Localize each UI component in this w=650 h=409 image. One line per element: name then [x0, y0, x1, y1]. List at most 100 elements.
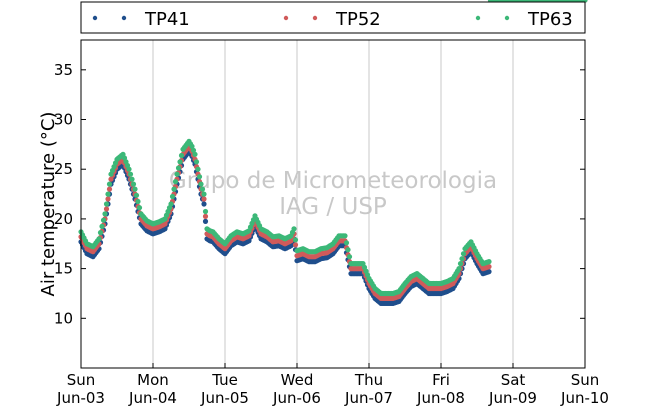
watermark-line-2: IAG / USP: [279, 194, 387, 220]
legend-marker: [283, 15, 289, 21]
data-point: [291, 226, 297, 232]
data-series: [78, 0, 588, 306]
data-point: [201, 196, 207, 202]
y-tick-label: 15: [54, 260, 73, 278]
data-point: [457, 261, 464, 267]
x-tick-label-date: Jun-03: [56, 389, 105, 407]
data-point: [292, 237, 299, 243]
data-point: [175, 165, 182, 171]
data-point: [196, 174, 203, 180]
data-point: [106, 181, 113, 187]
data-point: [202, 208, 209, 215]
x-tick-label-day: Sun: [571, 371, 600, 389]
data-point: [127, 171, 134, 177]
data-point: [292, 242, 299, 248]
x-tick-label-day: Fri: [432, 371, 450, 389]
series-TP41: [78, 0, 588, 306]
y-tick-label: 10: [54, 309, 73, 327]
data-point: [459, 256, 465, 262]
plot-frame: [80, 39, 586, 369]
data-point: [97, 230, 104, 236]
legend-label-TP52: TP52: [335, 9, 381, 30]
y-tick-label: 30: [54, 111, 73, 129]
legend-box: [80, 1, 586, 34]
data-point: [102, 211, 108, 217]
data-point: [105, 196, 111, 202]
x-tick-label-date: Jun-06: [272, 389, 321, 407]
data-point: [177, 159, 183, 165]
data-point: [178, 152, 185, 159]
data-point: [105, 191, 111, 197]
data-point: [190, 147, 197, 153]
data-point: [202, 213, 209, 219]
x-tick-label-day: Sun: [67, 371, 96, 389]
data-point: [103, 206, 110, 212]
y-tick-label: 20: [54, 210, 73, 228]
data-point: [136, 205, 143, 211]
x-tick-label-day: Sat: [501, 371, 526, 389]
data-point: [486, 259, 492, 265]
data-point: [201, 201, 207, 207]
y-tick-label: 25: [54, 160, 73, 178]
data-point: [126, 166, 132, 172]
x-tick-label-day: Mon: [137, 371, 169, 389]
watermark-line-1: Grupo de Micrometeorologia: [169, 168, 497, 194]
legend-marker: [92, 15, 98, 21]
x-tick-label-date: Jun-04: [128, 389, 177, 407]
data-point: [199, 186, 206, 192]
y-axis: 10 15 20 25 30 35: [54, 61, 585, 327]
data-point: [195, 166, 201, 172]
data-point: [106, 186, 113, 192]
data-point: [96, 236, 102, 242]
data-point: [456, 266, 462, 272]
data-point: [193, 159, 200, 165]
legend-marker: [312, 15, 318, 21]
data-point: [201, 191, 207, 197]
data-point: [133, 192, 140, 198]
data-point: [343, 240, 350, 246]
data-point: [198, 181, 204, 187]
x-tick-label-date: Jun-10: [560, 389, 609, 407]
data-point: [342, 233, 348, 239]
data-point: [171, 186, 177, 192]
data-point: [174, 171, 180, 177]
x-tick-label-day: Thu: [354, 371, 383, 389]
y-tick-label: 35: [54, 61, 73, 79]
data-point: [169, 193, 176, 200]
data-point: [168, 201, 174, 207]
legend-marker: [504, 15, 510, 21]
data-point: [130, 181, 137, 187]
data-point: [486, 264, 492, 270]
grid-lines: [152, 40, 514, 368]
x-tick-label-date: Jun-05: [200, 389, 249, 407]
data-point: [460, 251, 467, 257]
series-TP63: [78, 0, 588, 297]
x-tick-label-date: Jun-09: [488, 389, 537, 407]
x-tick-label-date: Jun-08: [416, 389, 465, 407]
x-tick-label-date: Jun-07: [344, 389, 393, 407]
data-point: [192, 151, 198, 157]
data-point: [129, 176, 135, 182]
x-tick-label-day: Wed: [281, 371, 314, 389]
legend-label-TP41: TP41: [144, 9, 190, 30]
data-point: [345, 247, 351, 253]
data-point: [346, 254, 353, 260]
legend-marker: [475, 15, 481, 21]
data-point: [99, 223, 105, 229]
x-axis: SunJun-03MonJun-04TueJun-05WedJun-06ThuJ…: [56, 363, 609, 407]
data-point: [103, 201, 110, 207]
watermark: Grupo de Micrometeorologia IAG / USP: [169, 168, 497, 220]
data-point: [189, 143, 195, 149]
data-point: [135, 198, 141, 205]
data-point: [486, 269, 492, 275]
data-point: [202, 218, 209, 224]
legend-marker: [121, 15, 127, 21]
data-point: [172, 179, 179, 185]
legend: TP41 TP52 TP63: [80, 1, 586, 34]
data-point: [132, 186, 138, 192]
legend-label-TP63: TP63: [527, 9, 573, 30]
data-point: [100, 217, 107, 223]
y-axis-label: Air temperature (°C): [38, 112, 59, 297]
x-tick-label-day: Tue: [211, 371, 238, 389]
